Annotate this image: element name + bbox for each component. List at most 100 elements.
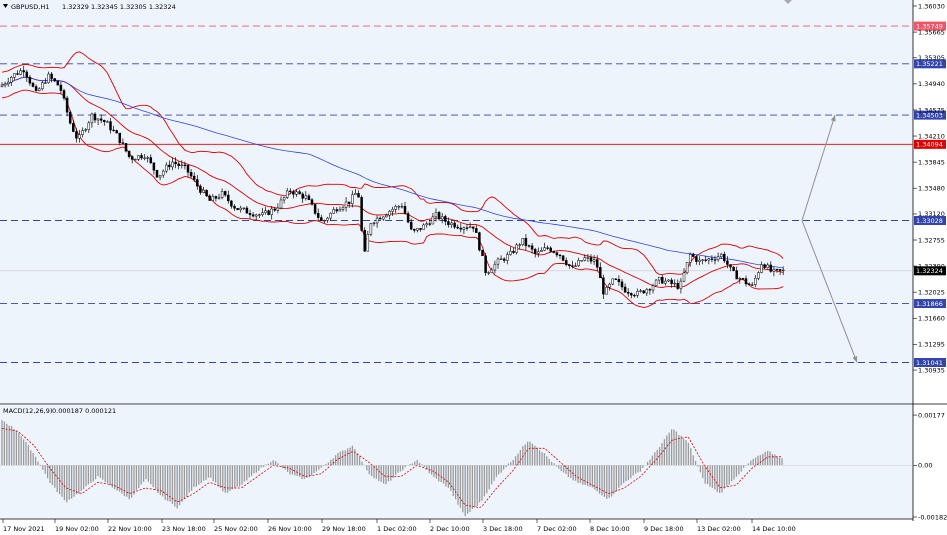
- price-axis[interactable]: 1.36030 1.35665 1.35305 1.34940 1.34575 1.342…: [913, 2, 945, 374]
- time-tick-label: 9 Dec 18:00: [644, 525, 684, 533]
- candle-body: [471, 226, 475, 229]
- candle-body: [217, 197, 221, 199]
- candle-body: [608, 283, 611, 288]
- candle-body: [695, 256, 698, 262]
- candle-body: [31, 82, 35, 87]
- candle-body: [34, 86, 38, 91]
- candle-body: [688, 254, 692, 263]
- candle-body: [685, 262, 689, 274]
- level-tag: [914, 21, 946, 31]
- candle-body: [546, 247, 549, 249]
- candle-body: [462, 227, 466, 230]
- candle-body: [431, 216, 435, 225]
- candle-body: [28, 76, 32, 84]
- candle-body: [679, 280, 683, 289]
- candle-body: [732, 266, 735, 271]
- candle-body: [406, 213, 410, 223]
- candle-body: [459, 227, 463, 230]
- candle-body: [521, 238, 525, 245]
- price-tick-label: 1.33480: [918, 185, 945, 193]
- candle-body: [242, 207, 246, 210]
- candle-body: [763, 264, 766, 268]
- level-tag: [914, 216, 946, 226]
- candle-body: [313, 204, 317, 214]
- candle-body: [118, 132, 122, 143]
- time-tick-label: 1 Dec 02:00: [377, 525, 417, 533]
- level-tag: [914, 357, 946, 367]
- level-tag-label: 1.34094: [916, 141, 943, 149]
- candle-body: [292, 191, 295, 195]
- candle-body: [543, 247, 546, 251]
- price-tick-label: 1.33120: [918, 210, 945, 218]
- candle-body: [605, 287, 608, 295]
- candle-body: [285, 190, 289, 198]
- candle-body: [726, 260, 729, 265]
- candle-body: [103, 120, 106, 123]
- candle-body: [713, 259, 717, 261]
- level-tag-label: 1.31866: [916, 300, 943, 308]
- dropdown-triangle-icon[interactable]: [3, 4, 8, 8]
- candle-body: [323, 220, 326, 222]
- macd-axis[interactable]: 0.00177 0.00 -0.001824: [0, 411, 947, 521]
- candle-body: [766, 264, 769, 268]
- candle-body: [307, 195, 311, 200]
- macd-header: MACD(12,26,9) 0.000187 0.000121: [3, 407, 116, 415]
- candle-body: [583, 257, 587, 261]
- candle-body: [0, 84, 4, 87]
- macd-panel[interactable]: [0, 405, 913, 519]
- candle-body: [425, 223, 428, 226]
- price-tick-label: 1.32755: [918, 236, 945, 244]
- candle-body: [301, 193, 304, 199]
- candle-body: [599, 267, 602, 279]
- candle-body: [453, 222, 456, 228]
- candle-body: [416, 228, 419, 231]
- candle-body: [127, 150, 131, 157]
- time-axis[interactable]: 17 Nov 2021 19 Nov 02:00 22 Nov 10:00 23 No…: [2, 519, 796, 533]
- candle-body: [254, 214, 258, 217]
- candle-body: [282, 197, 286, 201]
- time-tick-label: 14 Dec 10:00: [752, 525, 796, 533]
- candle-body: [654, 279, 658, 286]
- candle-body: [310, 199, 314, 205]
- candle-body: [347, 201, 351, 204]
- time-tick-label: 29 Nov 18:00: [322, 525, 366, 533]
- shift-marker-icon[interactable]: [784, 0, 792, 4]
- price-tick-label: 1.35305: [918, 54, 945, 62]
- candle-body: [518, 244, 521, 246]
- moving-average-line: [1, 76, 784, 269]
- candle-body: [437, 212, 441, 220]
- level-tag-label: 1.33028: [916, 217, 943, 225]
- price-tick-label: 1.34575: [918, 106, 945, 114]
- candle-body: [484, 255, 487, 273]
- price-panel[interactable]: [0, 0, 913, 404]
- candle-body: [99, 118, 103, 121]
- candle-body: [121, 142, 125, 144]
- candle-body: [72, 122, 75, 132]
- candle-body: [149, 157, 153, 164]
- candle-body: [202, 189, 205, 193]
- candle-body: [81, 130, 84, 135]
- candle-body: [552, 251, 556, 253]
- candle-body: [428, 223, 432, 225]
- candle-body: [124, 143, 128, 152]
- candle-body: [456, 226, 459, 229]
- candle-body: [391, 209, 394, 212]
- candle-body: [506, 254, 509, 261]
- candle-body: [261, 212, 264, 215]
- level-tag-label: 1.34503: [916, 111, 943, 119]
- candle-body: [199, 185, 202, 193]
- price-tick-label: 1.31295: [918, 341, 945, 349]
- candle-body: [723, 253, 726, 262]
- candle-body: [385, 214, 388, 218]
- arrow-line: [801, 114, 836, 221]
- candle-body: [332, 209, 335, 214]
- arrow-line: [801, 220, 858, 363]
- candle-body: [682, 272, 686, 282]
- candle-body: [146, 157, 149, 159]
- candle-body: [716, 256, 720, 260]
- macd-tick-label: 0.00: [918, 462, 932, 470]
- price-tick-label: 1.31660: [918, 315, 945, 323]
- candle-body: [636, 290, 639, 296]
